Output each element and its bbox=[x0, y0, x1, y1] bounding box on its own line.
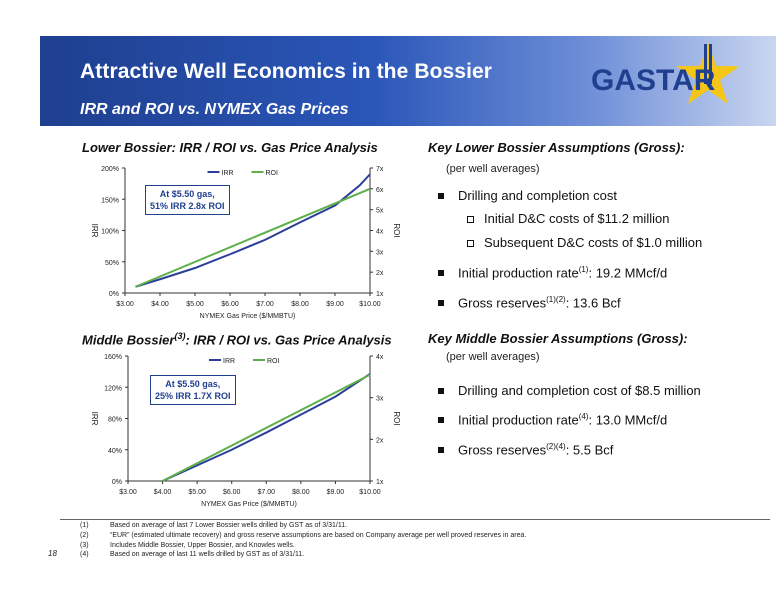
x-axis-label: NYMEX Gas Price ($/MMBTU) bbox=[201, 501, 297, 508]
lower-sub-initial: Initial D&C costs of $11.2 million bbox=[466, 211, 670, 226]
series-line-irr bbox=[135, 173, 371, 288]
y-tick-label: 0% bbox=[109, 291, 119, 298]
x-tick-label: $7.00 bbox=[256, 301, 274, 308]
y-tick-label: 100% bbox=[101, 229, 119, 236]
footnote-num: (4) bbox=[80, 551, 89, 558]
legend-label-roi: ROI bbox=[267, 358, 280, 365]
lower-callout: At $5.50 gas, 51% IRR 2.8x ROI bbox=[145, 185, 230, 215]
footnote-text: Includes Middle Bossier, Upper Bossier, … bbox=[110, 542, 295, 549]
lower-bullet-dc: Drilling and completion cost bbox=[438, 188, 617, 203]
x-tick-label: $9.00 bbox=[327, 489, 345, 496]
x-tick-label: $8.00 bbox=[291, 301, 309, 308]
logo-text: GASTAR bbox=[591, 64, 716, 97]
x-tick-label: $3.00 bbox=[119, 489, 137, 496]
page-number: 18 bbox=[48, 549, 57, 558]
y2-axis-label: ROI bbox=[392, 223, 400, 237]
series-line-roi bbox=[162, 373, 371, 482]
page-title: Attractive Well Economics in the Bossier bbox=[80, 60, 493, 83]
x-tick-label: $5.00 bbox=[188, 489, 206, 496]
x-tick-label: $8.00 bbox=[292, 489, 310, 496]
y2-tick-label: 3x bbox=[376, 249, 384, 256]
middle-bullet-dc: Drilling and completion cost of $8.5 mil… bbox=[438, 383, 701, 398]
y-tick-label: 160% bbox=[104, 354, 122, 361]
lower-bullet-reserves: Gross reserves(1)(2): 13.6 Bcf bbox=[438, 295, 621, 311]
y2-tick-label: 1x bbox=[376, 479, 384, 486]
footnote-num: (1) bbox=[80, 522, 89, 529]
lower-assumptions-heading: Key Lower Bossier Assumptions (Gross): bbox=[428, 140, 685, 155]
middle-bossier-chart: 0% 40% 80% 120% 160% 1x 2x 3x 4x $3.00 $4.00 $5.00 $… bbox=[90, 354, 400, 508]
footnote-num: (3) bbox=[80, 542, 89, 549]
y2-tick-label: 2x bbox=[376, 437, 384, 444]
legend-label-irr: IRR bbox=[223, 358, 235, 365]
y-tick-label: 200% bbox=[101, 166, 119, 173]
y-axis-label: IRR bbox=[90, 224, 99, 238]
middle-per-well: (per well averages) bbox=[446, 351, 540, 363]
y-tick-label: 0% bbox=[112, 479, 122, 486]
y2-tick-label: 6x bbox=[376, 187, 384, 194]
footnote-text: Based on average of last 7 Lower Bossier… bbox=[110, 522, 348, 529]
footnote-text: “EUR” (estimated ultimate recovery) and … bbox=[110, 532, 527, 539]
y2-tick-label: 5x bbox=[376, 208, 384, 215]
x-tick-label: $5.00 bbox=[186, 301, 204, 308]
footnote-text: Based on average of last 11 wells drille… bbox=[110, 551, 305, 558]
x-tick-label: $9.00 bbox=[326, 301, 344, 308]
footnote-num: (2) bbox=[80, 532, 89, 539]
y2-axis-label: ROI bbox=[392, 411, 400, 425]
y-tick-label: 80% bbox=[108, 417, 122, 424]
y2-tick-label: 4x bbox=[376, 354, 384, 361]
y2-tick-label: 2x bbox=[376, 270, 384, 277]
series-line-roi bbox=[135, 187, 371, 288]
x-tick-label: $10.00 bbox=[359, 489, 381, 496]
x-tick-label: $3.00 bbox=[116, 301, 134, 308]
lower-sub-subsequent: Subsequent D&C costs of $1.0 million bbox=[466, 235, 703, 250]
middle-callout: At $5.50 gas, 25% IRR 1.7X ROI bbox=[150, 375, 236, 405]
lower-chart-title: Lower Bossier: IRR / ROI vs. Gas Price A… bbox=[82, 140, 378, 155]
y2-tick-label: 7x bbox=[376, 166, 384, 173]
x-tick-label: $10.00 bbox=[359, 301, 381, 308]
middle-chart-title: Middle Bossier(3): IRR / ROI vs. Gas Pri… bbox=[82, 331, 392, 348]
y-tick-label: 40% bbox=[108, 448, 122, 455]
middle-assumptions-heading: Key Middle Bossier Assumptions (Gross): bbox=[428, 331, 688, 346]
x-tick-label: $7.00 bbox=[258, 489, 276, 496]
y-tick-label: 150% bbox=[101, 197, 119, 204]
middle-bullet-reserves: Gross reserves(2)(4): 5.5 Bcf bbox=[437, 442, 614, 458]
x-tick-label: $4.00 bbox=[151, 301, 169, 308]
footnote-rule bbox=[60, 519, 770, 520]
x-tick-label: $6.00 bbox=[223, 489, 241, 496]
x-tick-label: $4.00 bbox=[154, 489, 172, 496]
y2-tick-label: 4x bbox=[376, 229, 384, 236]
y-tick-label: 50% bbox=[105, 260, 119, 267]
series-line-irr bbox=[162, 373, 371, 482]
y-axis-label: IRR bbox=[90, 412, 99, 426]
y2-tick-label: 3x bbox=[376, 396, 384, 403]
legend-label-roi: ROI bbox=[266, 170, 279, 177]
x-axis-label: NYMEX Gas Price ($/MMBTU) bbox=[200, 313, 296, 320]
lower-bossier-chart: 0% 50% 100% 150% 200% 1x 2x 3x 4x 5x 6x 7x $3.00 $4.0… bbox=[90, 166, 400, 320]
middle-bullet-rate: Initial production rate(4): 13.0 MMcf/d bbox=[437, 412, 668, 428]
lower-bullet-rate: Initial production rate(1): 19.2 MMcf/d bbox=[437, 265, 668, 281]
legend-label-irr: IRR bbox=[222, 170, 234, 177]
page-subtitle: IRR and ROI vs. NYMEX Gas Prices bbox=[80, 101, 349, 118]
y2-tick-label: 1x bbox=[376, 291, 384, 298]
lower-per-well: (per well averages) bbox=[446, 163, 540, 175]
header-banner bbox=[40, 36, 776, 126]
gastar-logo: GASTAR bbox=[591, 42, 738, 104]
x-tick-label: $6.00 bbox=[221, 301, 239, 308]
y-tick-label: 120% bbox=[104, 385, 122, 392]
